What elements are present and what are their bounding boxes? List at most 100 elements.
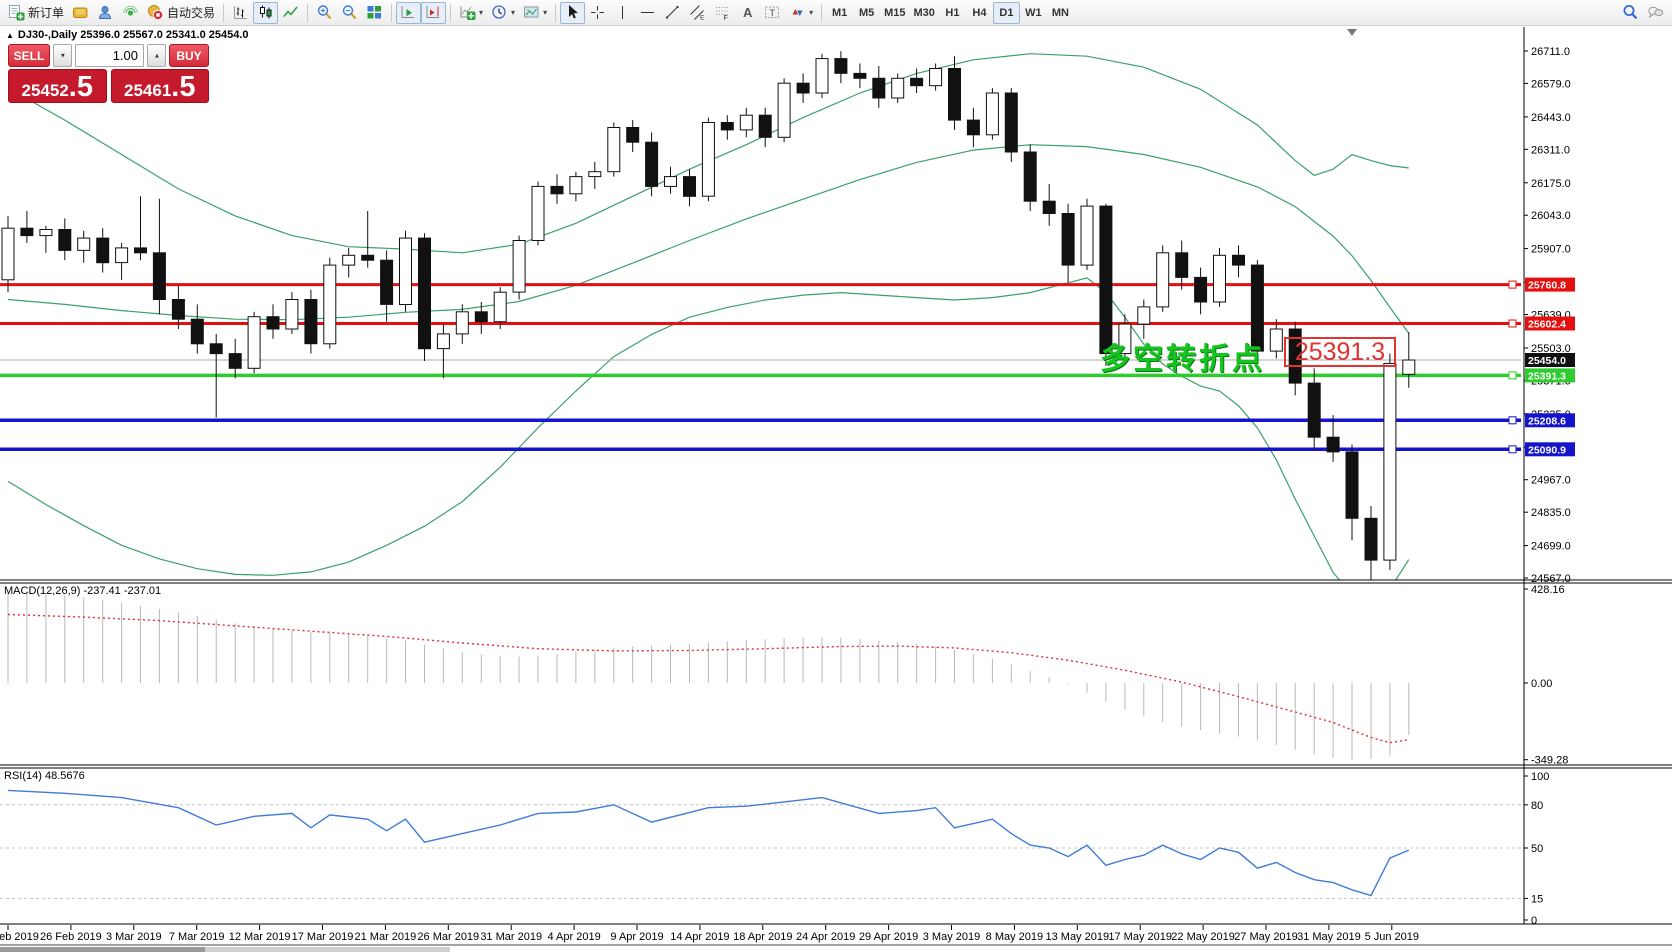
text-label-icon: T [765,6,780,18]
svg-text:-349.28: -349.28 [1531,755,1568,767]
sell-button[interactable]: SELL [8,44,50,67]
spinner-up-icon: ▲ [153,51,160,60]
chart-title-text: DJ30-,Daily 25396.0 25567.0 25341.0 2545… [17,29,249,41]
horizontal-line-button[interactable] [635,2,660,24]
bar-chart-icon [234,6,247,19]
svg-text:A: A [743,5,753,20]
svg-text:22 May 2019: 22 May 2019 [1171,931,1235,943]
fibonacci-button[interactable]: F [710,2,735,24]
timeframe-h4-label: H4 [972,6,987,19]
toolbar-groups: 新订单 自动交易 ▾ ▾ ▾ E F A T ▾ M1 M5 M15 M30 H1 H4 D1 W1 MN [4,1,1074,24]
auto-scroll-button[interactable] [396,1,422,24]
zoom-in-button[interactable] [312,2,337,24]
timeframe-m30-label: M30 [913,6,935,19]
search-icon [1623,5,1638,20]
vertical-line-button[interactable] [610,2,635,24]
chart-shift-icon [426,6,440,18]
equidistant-channel-button[interactable]: E [685,2,710,24]
sell-price-pips: .5 [68,71,93,103]
timeframe-m30[interactable]: M30 [910,2,939,24]
volume-decrease-button[interactable]: ▼ [53,44,72,67]
zoom-out-button[interactable] [337,2,362,24]
svg-text:21 Feb 2019: 21 Feb 2019 [0,931,39,943]
svg-text:26711.0: 26711.0 [1531,46,1570,58]
timeframe-h4[interactable]: H4 [966,2,993,24]
history-center-button[interactable] [68,2,93,24]
toolbar-right [1618,2,1668,24]
search-button[interactable] [1618,2,1643,24]
hline-handle[interactable] [1508,280,1517,289]
timeframe-w1[interactable]: W1 [1020,2,1047,24]
cursor-button[interactable] [560,1,586,24]
h-scrollbar-thumb[interactable] [205,947,450,952]
signals-button[interactable] [118,2,143,24]
svg-text:15: 15 [1531,893,1543,905]
indicators-button[interactable]: ▾ [455,2,487,24]
volume-increase-button[interactable]: ▲ [147,44,166,67]
community-button[interactable] [93,2,118,24]
toolbar-separator [450,3,452,22]
chat-button[interactable] [1643,2,1668,24]
trendline-icon [666,6,679,19]
chart-annotation-text[interactable]: 多空转折点 [1100,343,1265,376]
buy-button[interactable]: BUY [169,44,209,67]
horizontal-line-icon [641,12,655,13]
arrows-button[interactable]: ▾ [785,2,817,24]
crosshair-button[interactable] [585,2,610,24]
timeframe-mn[interactable]: MN [1047,2,1074,24]
svg-text:26443.0: 26443.0 [1531,112,1571,124]
price-tag-25090.9: 25090.9 [1525,442,1575,457]
hline-handle[interactable] [1508,416,1517,425]
timeframe-m1[interactable]: M1 [826,2,853,24]
svg-text:29 Apr 2019: 29 Apr 2019 [859,931,918,943]
timeframe-m15[interactable]: M15 [880,2,909,24]
hline-handle[interactable] [1508,445,1517,454]
svg-text:31 May 2019: 31 May 2019 [1297,931,1361,943]
bollinger-upper-band [7,53,1409,254]
candlestick-chart-button[interactable] [253,1,279,24]
svg-text:24699.0: 24699.0 [1531,541,1571,553]
hline-handle[interactable] [1508,371,1517,380]
crosshair-icon [591,6,605,19]
tile-windows-button[interactable] [362,2,387,24]
volume-input[interactable] [75,44,144,67]
spinner-down-icon: ▼ [59,51,66,60]
annotation-price-box[interactable]: 25391.3 [1284,337,1396,367]
trendline-button[interactable] [660,2,685,24]
timeframe-m15-label: M15 [884,6,906,19]
bar-chart-button[interactable] [228,2,253,24]
price-axis[interactable]: 26711.0 26579.0 26443.0 26311.0 26175.0 26043… [1523,27,1575,927]
autotrade-button[interactable]: 自动交易 [143,2,219,24]
hline-handle[interactable] [1508,319,1517,328]
price-tag-25391.3: 25391.3 [1525,368,1575,383]
h-scrollbar-track[interactable] [0,947,205,952]
text-button[interactable]: A [735,2,760,24]
timeframe-d1[interactable]: D1 [992,1,1020,24]
buy-price-button[interactable]: 25461.5 [110,69,209,103]
svg-text:80: 80 [1531,800,1543,812]
sell-price-button[interactable]: 25452.5 [8,69,107,103]
bollinger-lower-band [7,277,1410,580]
templates-button[interactable]: ▾ [519,2,551,24]
svg-text:24567.0: 24567.0 [1531,573,1571,585]
periods-icon [492,5,506,19]
templates-icon [524,6,539,18]
toolbar-separator [821,3,823,22]
chevron-down-icon: ▾ [511,8,516,17]
chart-shift-marker[interactable] [1347,29,1357,36]
timeframe-m5[interactable]: M5 [853,2,880,24]
new-order-button[interactable]: 新订单 [4,2,68,24]
svg-text:26175.0: 26175.0 [1531,178,1571,190]
toolbar-separator [307,3,309,22]
svg-text:25602.4: 25602.4 [1528,319,1566,331]
signals-icon [123,5,138,16]
text-label-button[interactable]: T [760,2,785,24]
line-chart-button[interactable] [278,2,303,24]
chart-shift-button[interactable] [421,1,447,24]
svg-text:17 May 2019: 17 May 2019 [1108,931,1172,943]
periods-button[interactable]: ▾ [487,2,519,24]
timeframe-h1[interactable]: H1 [939,2,966,24]
collapse-icon[interactable]: ▲ [6,31,14,40]
